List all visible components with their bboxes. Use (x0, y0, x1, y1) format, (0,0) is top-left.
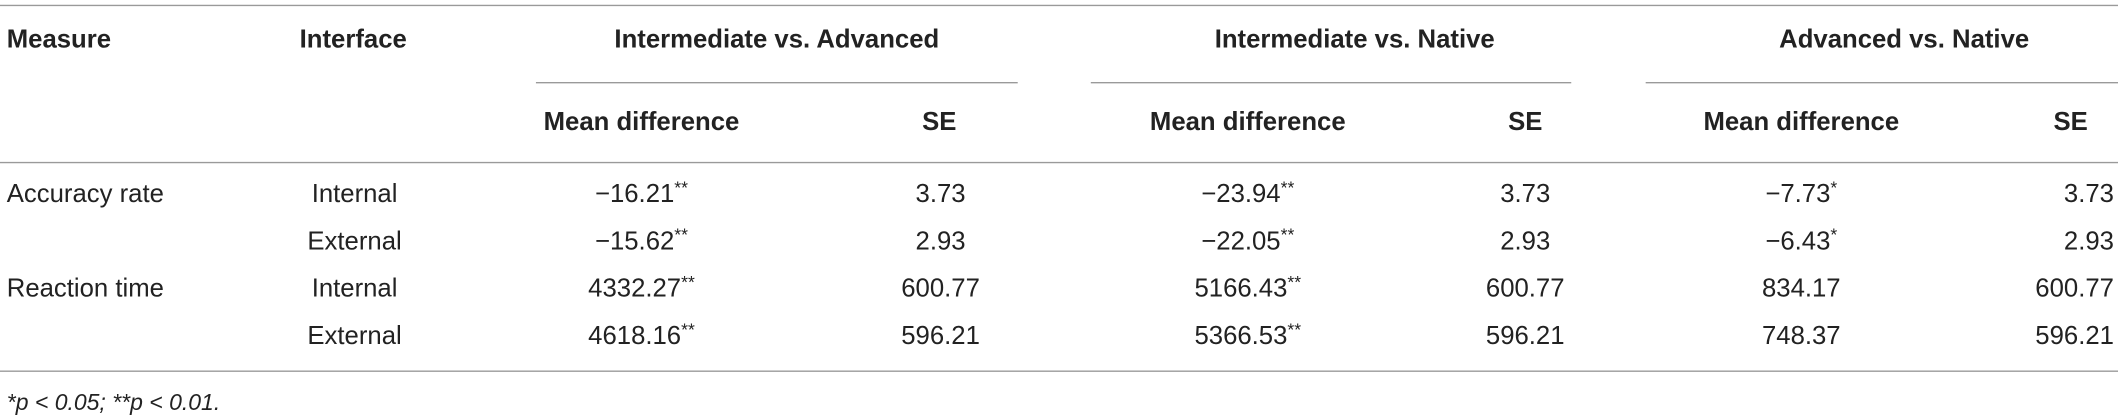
value-cell: 600.77 (1486, 275, 1565, 303)
value-cell: 2.93 (1500, 227, 1550, 255)
interface-cell: Internal (312, 275, 398, 303)
value-cell: 3.73 (2064, 180, 2114, 208)
value-cell: 2.93 (916, 227, 966, 255)
value-cell: −22.05** (1201, 224, 1294, 255)
header-cell: Measure (7, 25, 111, 53)
value-cell: 5366.53** (1194, 319, 1301, 350)
value-cell: 600.77 (901, 275, 980, 303)
value-cell: −7.73* (1765, 177, 1837, 208)
subheader: SE (1508, 108, 1542, 136)
value-cell: 2.93 (2064, 227, 2114, 255)
subheader: Mean difference (1703, 108, 1899, 136)
footnote: *p < 0.05; **p < 0.01. (7, 389, 220, 415)
interface-cell: External (307, 227, 401, 255)
value-cell: 596.21 (1486, 322, 1565, 350)
group-header: Intermediate vs. Advanced (614, 25, 939, 53)
interface-cell: External (307, 322, 401, 350)
subheader: Mean difference (1150, 108, 1346, 136)
value-cell: 748.37 (1762, 322, 1841, 350)
value-cell: 4332.27** (588, 272, 695, 303)
subheader: Mean difference (544, 108, 740, 136)
measure-cell: Accuracy rate (7, 180, 164, 208)
value-cell: 4618.16** (588, 319, 695, 350)
group-header: Intermediate vs. Native (1215, 25, 1495, 53)
value-cell: 3.73 (1500, 180, 1550, 208)
value-cell: 596.21 (2035, 322, 2114, 350)
subheader: SE (2053, 108, 2087, 136)
value-cell: 600.77 (2035, 275, 2114, 303)
value-cell: −15.62** (595, 224, 688, 255)
measure-cell: Reaction time (7, 275, 164, 303)
group-header: Advanced vs. Native (1779, 25, 2029, 53)
value-cell: 834.17 (1762, 275, 1841, 303)
interface-cell: Internal (312, 180, 398, 208)
header-cell: Interface (300, 25, 407, 53)
value-cell: 3.73 (916, 180, 966, 208)
subheader: SE (922, 108, 956, 136)
value-cell: −23.94** (1201, 177, 1294, 208)
value-cell: −16.21** (595, 177, 688, 208)
value-cell: 596.21 (901, 322, 980, 350)
value-cell: 5166.43** (1194, 272, 1301, 303)
value-cell: −6.43* (1765, 224, 1837, 255)
